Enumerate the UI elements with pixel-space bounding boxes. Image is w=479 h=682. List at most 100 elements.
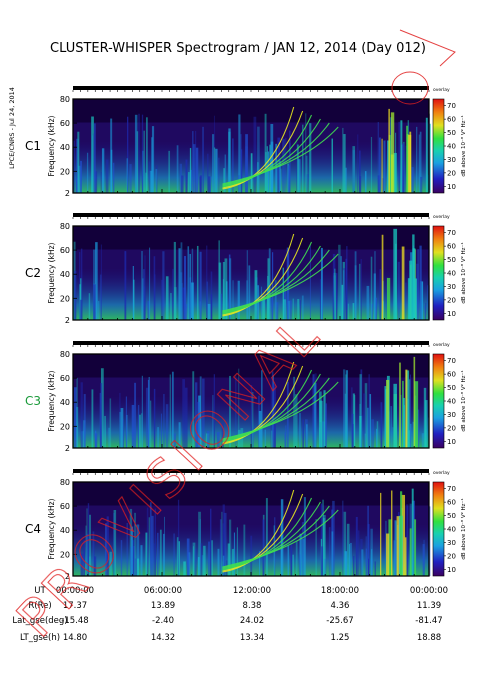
spectral-streak: [376, 428, 378, 448]
spacecraft-label: C3: [25, 394, 41, 408]
spectral-streak: [322, 514, 326, 576]
spectral-streak: [74, 387, 77, 448]
spectral-streak: [319, 400, 323, 448]
spectral-streak: [349, 544, 351, 576]
spectral-streak: [265, 152, 267, 193]
spectral-streak: [145, 532, 148, 576]
panel-c4: 2 20 40 60 80 Frequency (kHz) C4 overlay 10 20 30 4…: [25, 469, 467, 581]
spectral-streak: [238, 368, 240, 448]
spectral-streak: [253, 116, 257, 193]
spectral-streak: [416, 263, 419, 320]
spectral-streak: [315, 519, 317, 576]
spectral-streak: [379, 137, 381, 193]
spectral-streak: [299, 533, 302, 576]
colorbar-scale: [432, 481, 445, 577]
spectral-streak: [124, 251, 127, 320]
spectral-streak: [305, 155, 308, 193]
spectral-streak: [322, 518, 326, 576]
spectral-streak: [143, 297, 146, 320]
spectral-streak: [306, 424, 308, 448]
spectral-streak: [222, 523, 224, 576]
intense-column: [393, 152, 397, 193]
spectral-streak: [340, 256, 342, 320]
spectral-streak: [410, 423, 412, 448]
y-tick-label: 40: [60, 526, 70, 535]
spectral-streak: [346, 523, 350, 576]
spectral-streak: [163, 393, 165, 448]
spectral-streak: [323, 390, 326, 448]
spectral-streak: [199, 519, 201, 576]
spectral-streak: [282, 138, 285, 193]
spectral-streak: [287, 300, 291, 320]
spectral-streak: [157, 427, 159, 448]
spectral-streak: [80, 553, 84, 576]
spectral-streak: [76, 378, 78, 448]
spectral-streak: [398, 121, 401, 193]
ephemeris-table: UT 00:00:00 06:00:00 12:00:00 18:00:00 00:00:…: [12, 586, 448, 643]
colorbar-tick-label: 30: [447, 411, 456, 419]
panel-c3: 2 20 40 60 80 Frequency (kHz) C3 overlay 10 20 30 4…: [25, 341, 467, 453]
spectral-streak: [149, 400, 152, 448]
emission-arc: [222, 241, 313, 315]
emission-arc: [222, 489, 295, 573]
spectral-streak: [206, 245, 208, 320]
emission-arc: [222, 505, 330, 569]
spectral-streak: [194, 548, 197, 576]
spectral-streak: [129, 164, 132, 193]
spectral-streak: [370, 256, 373, 320]
y-tick-label: 60: [60, 502, 70, 511]
spectral-streak: [189, 148, 192, 193]
spectral-streak: [155, 169, 158, 193]
spectral-streak: [210, 271, 213, 320]
intense-column: [400, 491, 403, 576]
spectral-streak: [193, 546, 195, 576]
spectral-streak: [195, 382, 198, 448]
spectral-streak: [224, 154, 226, 193]
spectral-streak: [75, 178, 78, 193]
intense-column: [402, 397, 405, 448]
colorbar: overlay 10 20 30 40 50 60 70 dB above 10⁻⁸ V² Hz…: [432, 342, 467, 449]
spectral-streak: [295, 541, 298, 576]
spectral-streak: [345, 374, 347, 448]
spectral-streak: [146, 507, 149, 576]
spectral-streak: [223, 512, 227, 576]
spectral-streak: [421, 281, 424, 320]
spectral-streak: [345, 370, 348, 448]
colorbar-tick-label: 60: [447, 499, 456, 507]
ephemeris-value: 1.25: [331, 633, 350, 643]
spectral-streak: [179, 163, 183, 193]
spectral-streak: [181, 283, 183, 320]
spectral-streak: [227, 543, 230, 576]
spectral-streak: [358, 263, 361, 320]
spectral-streak: [223, 168, 225, 193]
ephemeris-row-label: R(Re): [28, 601, 51, 611]
spectral-streak: [302, 124, 304, 193]
spectral-streak: [368, 558, 370, 576]
spectral-streak: [214, 147, 216, 193]
spectral-streak: [271, 252, 274, 320]
spectral-streak: [299, 412, 301, 448]
spectral-streak: [196, 245, 199, 320]
ephemeris-value: -2.40: [152, 616, 174, 626]
spectral-streak: [168, 150, 171, 193]
spectral-streak: [80, 382, 83, 448]
spectral-streak: [134, 558, 138, 576]
spectral-streak: [376, 421, 379, 448]
emission-arc: [222, 233, 295, 317]
intense-column: [393, 383, 397, 448]
spectral-streak: [110, 149, 113, 193]
spectral-streak: [176, 537, 179, 576]
spectral-streak: [136, 558, 140, 576]
colorbar-label: dB above 10⁻⁸ V² Hz⁻¹: [460, 115, 467, 176]
intense-column: [414, 381, 419, 448]
emission-arc: [222, 106, 295, 190]
spectral-streak: [371, 549, 373, 576]
y-axis-label: Frequency (kHz): [47, 242, 56, 303]
spectral-streak: [144, 255, 146, 320]
spacecraft-label: C1: [25, 139, 41, 153]
spectral-streak: [233, 532, 235, 576]
spectral-streak: [402, 143, 405, 193]
spectral-streak: [93, 541, 95, 576]
spectral-streak: [252, 427, 254, 448]
spectral-streak: [409, 374, 411, 448]
